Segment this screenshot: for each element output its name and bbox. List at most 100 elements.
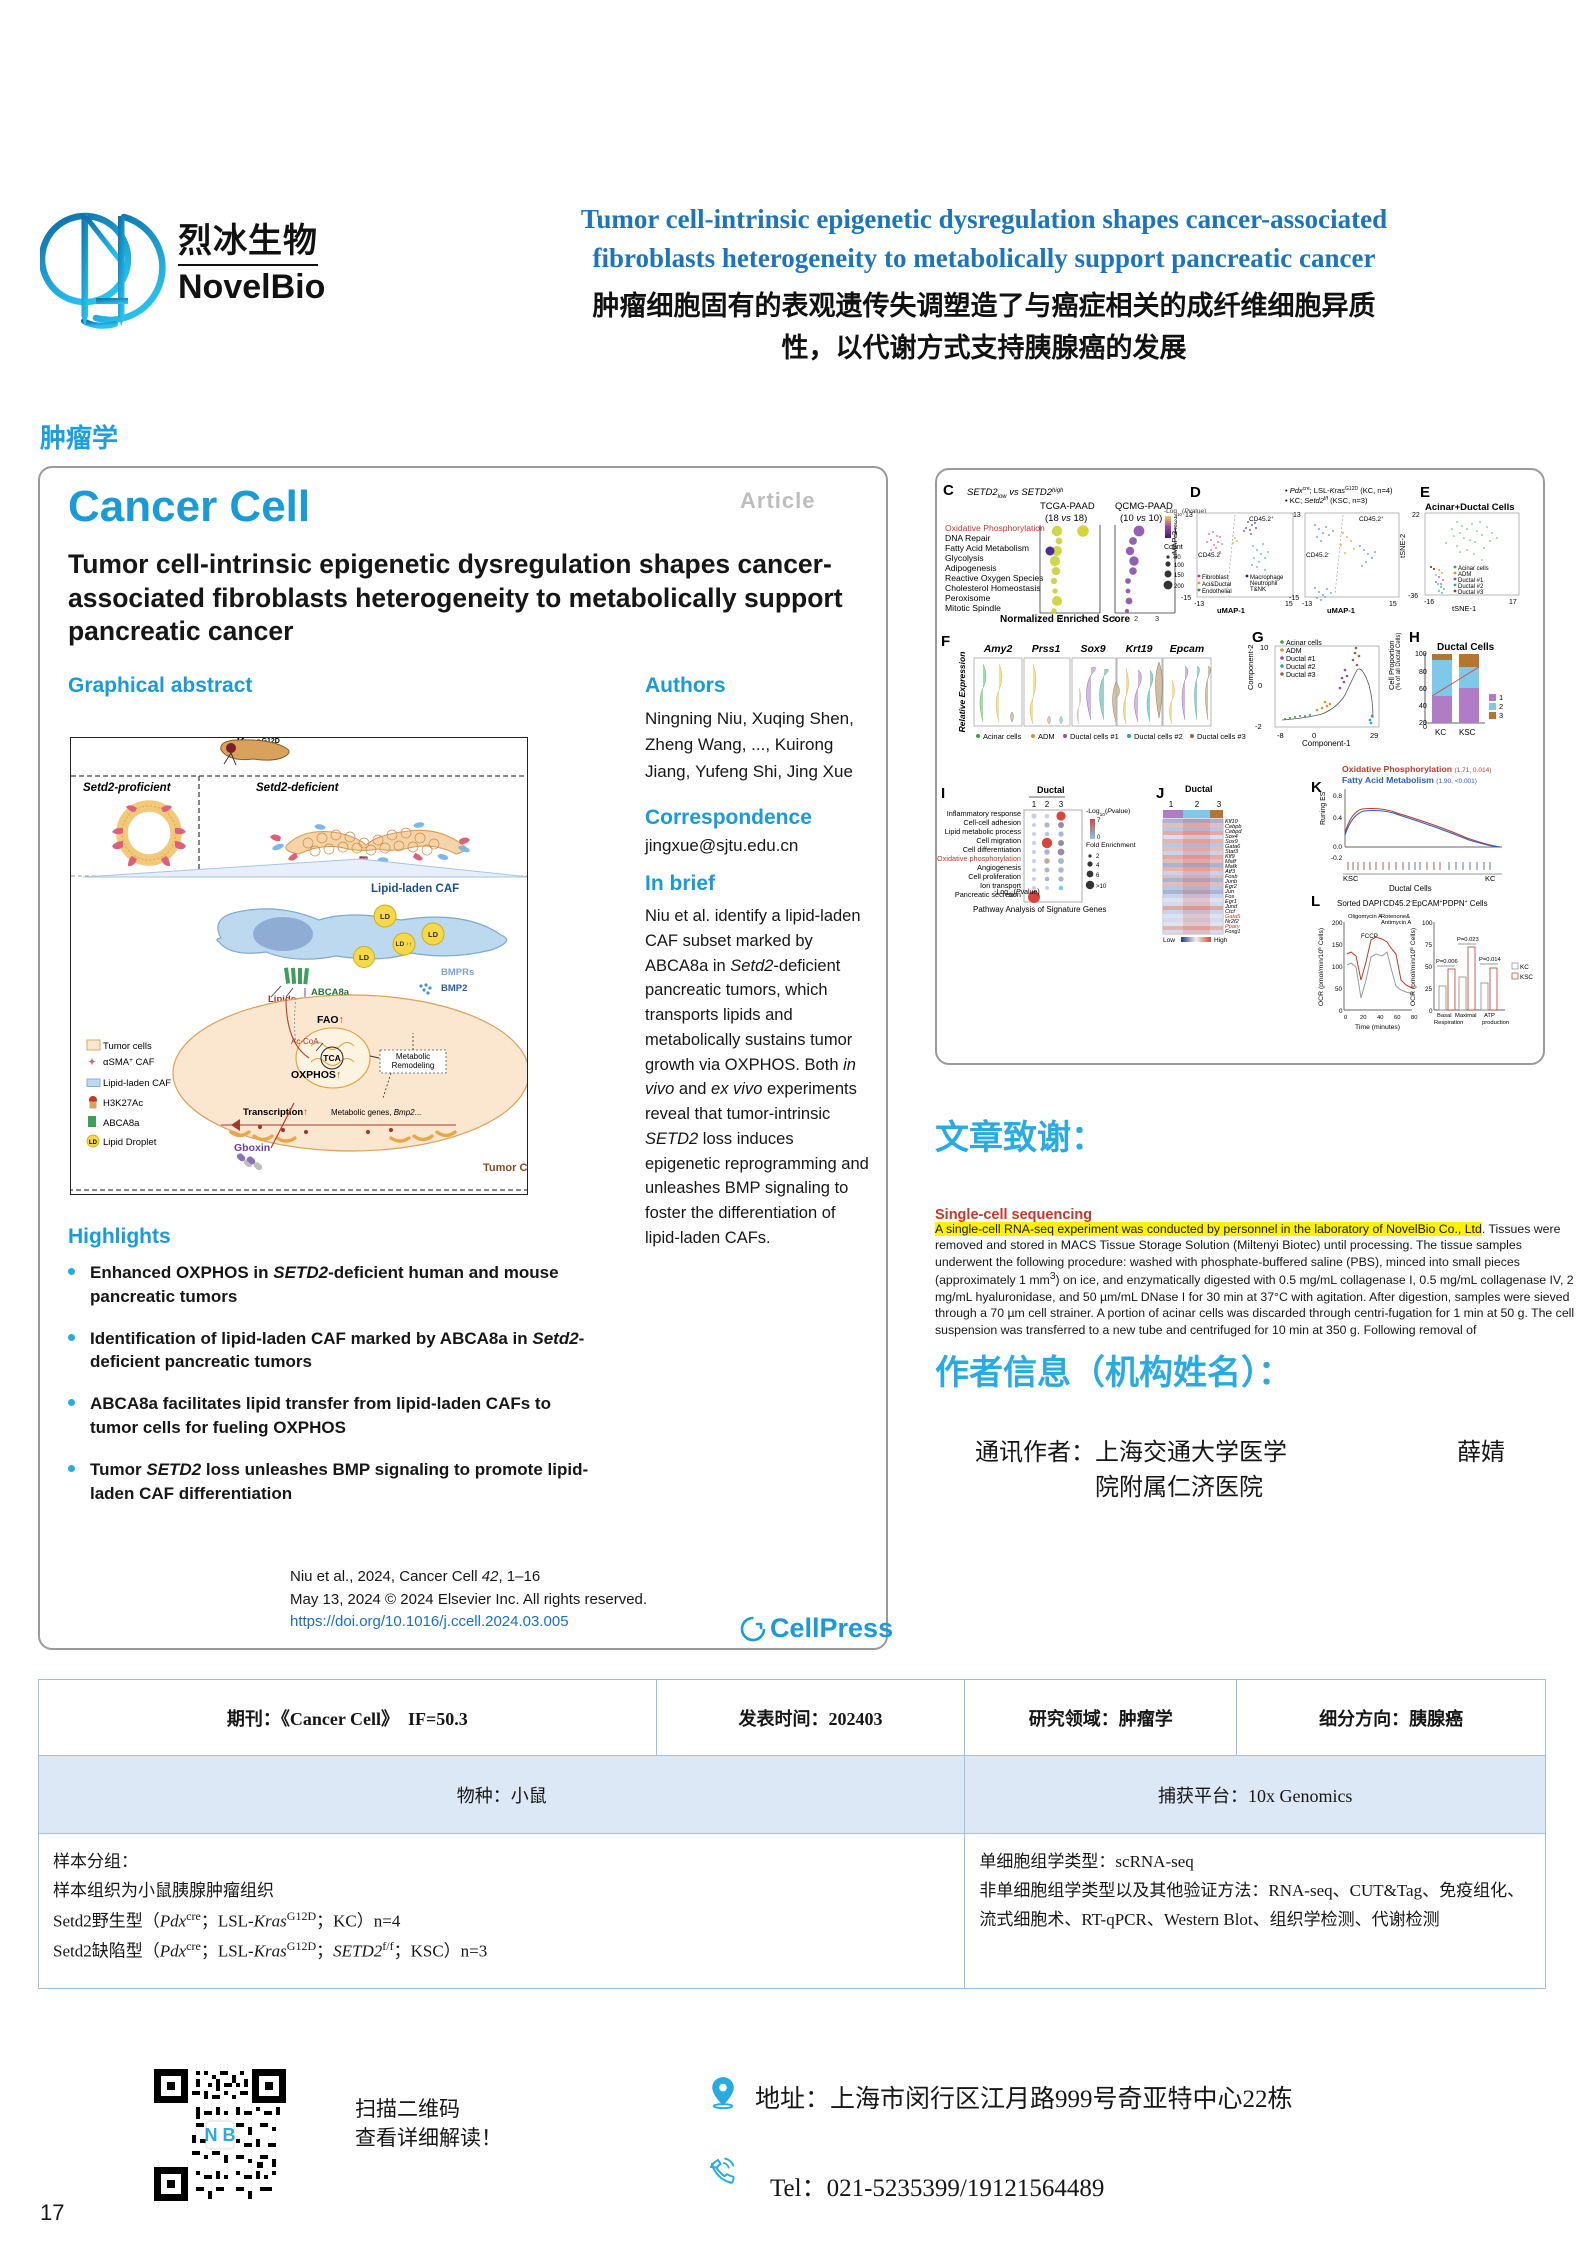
svg-text:Metabolic genes, Bmp2...: Metabolic genes, Bmp2... xyxy=(331,1108,421,1117)
svg-text:Cell proliferation: Cell proliferation xyxy=(968,872,1021,881)
svg-text:-Log10(Pvalue): -Log10(Pvalue) xyxy=(1086,808,1130,818)
svg-text:100: 100 xyxy=(1174,563,1185,569)
svg-text:100: 100 xyxy=(1332,964,1343,971)
svg-text:Remodeling: Remodeling xyxy=(392,1061,435,1070)
svg-text:1: 1 xyxy=(1032,800,1037,809)
svg-text:7: 7 xyxy=(1097,818,1101,824)
svg-text:2: 2 xyxy=(1195,800,1200,809)
svg-text:LD ↑↑: LD ↑↑ xyxy=(396,941,413,948)
svg-text:Sox9: Sox9 xyxy=(1080,643,1105,655)
svg-text:4: 4 xyxy=(1096,863,1100,869)
svg-text:Ductal #3: Ductal #3 xyxy=(1458,590,1484,596)
svg-text:Ductal cells #2: Ductal cells #2 xyxy=(1134,732,1183,741)
svg-text:ATP: ATP xyxy=(1484,1013,1495,1019)
svg-text:High: High xyxy=(1214,937,1228,944)
svg-text:29: 29 xyxy=(1370,731,1378,740)
svg-text:Reactive Oxygen Species: Reactive Oxygen Species xyxy=(945,573,1043,583)
svg-text:T&NK: T&NK xyxy=(1250,587,1266,593)
svg-text:15: 15 xyxy=(1389,601,1397,608)
svg-text:OCR (pmol/min/105 Cells): OCR (pmol/min/105 Cells) xyxy=(1409,928,1418,1006)
svg-text:TCA: TCA xyxy=(323,1053,340,1063)
svg-text:20: 20 xyxy=(1360,1015,1366,1021)
svg-text:Ductal #2: Ductal #2 xyxy=(1286,664,1316,671)
svg-text:Cell migration: Cell migration xyxy=(976,836,1021,845)
svg-text:3: 3 xyxy=(1499,711,1503,720)
svg-text:80: 80 xyxy=(1411,1015,1417,1021)
svg-text:BMPRs: BMPRs xyxy=(441,967,474,978)
svg-text:Amy2: Amy2 xyxy=(983,643,1013,655)
svg-text:Ductal cells #1: Ductal cells #1 xyxy=(1070,732,1119,741)
svg-text:150: 150 xyxy=(1174,573,1185,579)
svg-text:OCR (pmol/min/105 Cells): OCR (pmol/min/105 Cells) xyxy=(1317,928,1326,1006)
svg-text:Prss1: Prss1 xyxy=(1032,643,1061,655)
svg-text:0: 0 xyxy=(1258,681,1262,690)
svg-text:Cell differentiation: Cell differentiation xyxy=(963,845,1021,854)
svg-text:Relative Expression: Relative Expression xyxy=(957,652,967,733)
svg-text:Transcription↑: Transcription↑ xyxy=(243,1107,308,1118)
svg-text:60: 60 xyxy=(1419,686,1427,693)
svg-text:CD45.2-: CD45.2- xyxy=(1198,551,1222,560)
svg-text:(18 vs 18): (18 vs 18) xyxy=(1045,513,1087,524)
svg-text:H3K27Ac: H3K27Ac xyxy=(103,1098,143,1109)
svg-text:3: 3 xyxy=(1155,614,1159,623)
svg-text:50: 50 xyxy=(1425,964,1433,971)
svg-text:KSC: KSC xyxy=(1459,728,1476,737)
svg-text:P=0.014: P=0.014 xyxy=(1479,957,1502,963)
svg-text:0: 0 xyxy=(1423,724,1427,731)
svg-text:Glycolysis: Glycolysis xyxy=(945,553,984,563)
svg-text:-8: -8 xyxy=(1277,731,1284,740)
svg-text:Acinar cells: Acinar cells xyxy=(983,732,1022,741)
svg-text:KSC: KSC xyxy=(1343,874,1359,883)
svg-text:-36: -36 xyxy=(1408,593,1418,600)
svg-text:0.4: 0.4 xyxy=(1333,815,1342,822)
svg-text:Ductal cells #3: Ductal cells #3 xyxy=(1197,732,1246,741)
svg-text:C: C xyxy=(943,482,954,499)
svg-text:Component-1: Component-1 xyxy=(1302,739,1351,748)
svg-text:-2: -2 xyxy=(1255,722,1262,731)
svg-text:Sorted DAPI-CD45.2-EpCAM+PDPN+: Sorted DAPI-CD45.2-EpCAM+PDPN+ Cells xyxy=(1337,899,1488,908)
svg-text:Adipogenesis: Adipogenesis xyxy=(945,563,997,573)
svg-text:Cell-cell adhesion: Cell-cell adhesion xyxy=(963,818,1021,827)
svg-text:-15: -15 xyxy=(1181,595,1191,602)
svg-text:-13: -13 xyxy=(1302,601,1312,608)
svg-text:25: 25 xyxy=(1425,986,1433,993)
svg-text:22: 22 xyxy=(1412,512,1420,519)
svg-text:Krt19: Krt19 xyxy=(1126,643,1153,655)
svg-text:ADM: ADM xyxy=(1286,648,1302,655)
svg-text:Runing ES: Runing ES xyxy=(1320,791,1327,825)
svg-text:Oxidative Phosphorylation: Oxidative Phosphorylation xyxy=(945,523,1045,533)
svg-text:2: 2 xyxy=(1045,800,1050,809)
svg-text:0.8: 0.8 xyxy=(1333,793,1342,800)
svg-text:Low: Low xyxy=(1163,937,1175,944)
svg-text:αSMA+ CAF: αSMA+ CAF xyxy=(103,1057,155,1069)
svg-text:10: 10 xyxy=(1260,643,1268,652)
svg-text:2: 2 xyxy=(1134,614,1138,623)
svg-text:tSNE-1: tSNE-1 xyxy=(1452,604,1476,613)
svg-text:Lipid-laden CAF: Lipid-laden CAF xyxy=(371,883,459,895)
svg-text:Ductal Cells: Ductal Cells xyxy=(1389,884,1432,893)
svg-text:Antimycin A: Antimycin A xyxy=(1381,920,1411,926)
svg-text:uMAP-1: uMAP-1 xyxy=(1327,606,1355,615)
svg-text:Fibroblast: Fibroblast xyxy=(1202,575,1229,581)
svg-text:0: 0 xyxy=(1429,1008,1433,1015)
svg-text:Ductal Cells: Ductal Cells xyxy=(1437,642,1495,653)
svg-text:2: 2 xyxy=(1499,702,1503,711)
svg-text:Mitotic Spindle: Mitotic Spindle xyxy=(945,603,1001,613)
svg-text:TCGA-PAAD: TCGA-PAAD xyxy=(1040,501,1095,512)
svg-text:KSC: KSC xyxy=(1520,974,1533,981)
svg-text:KC: KC xyxy=(1520,964,1529,971)
svg-text:Fatty Acid Metabolism (1.90, <: Fatty Acid Metabolism (1.90, <0.001) xyxy=(1342,775,1477,785)
svg-text:Cell Proportion: Cell Proportion xyxy=(1387,640,1396,690)
svg-text:✦: ✦ xyxy=(88,1057,96,1068)
svg-text:0: 0 xyxy=(1339,1008,1343,1015)
svg-text:80: 80 xyxy=(1419,669,1427,676)
svg-text:Ductal: Ductal xyxy=(1037,785,1065,795)
svg-text:13: 13 xyxy=(1185,512,1193,519)
svg-text:15: 15 xyxy=(1285,601,1293,608)
svg-text:Tumor Cell: Tumor Cell xyxy=(483,1162,528,1174)
svg-text:2: 2 xyxy=(1096,854,1100,860)
svg-text:1: 1 xyxy=(1169,800,1174,809)
svg-text:100: 100 xyxy=(1422,920,1433,927)
svg-text:50: 50 xyxy=(1335,986,1343,993)
svg-text:(% of all Ductal Cells): (% of all Ductal Cells) xyxy=(1396,633,1402,690)
